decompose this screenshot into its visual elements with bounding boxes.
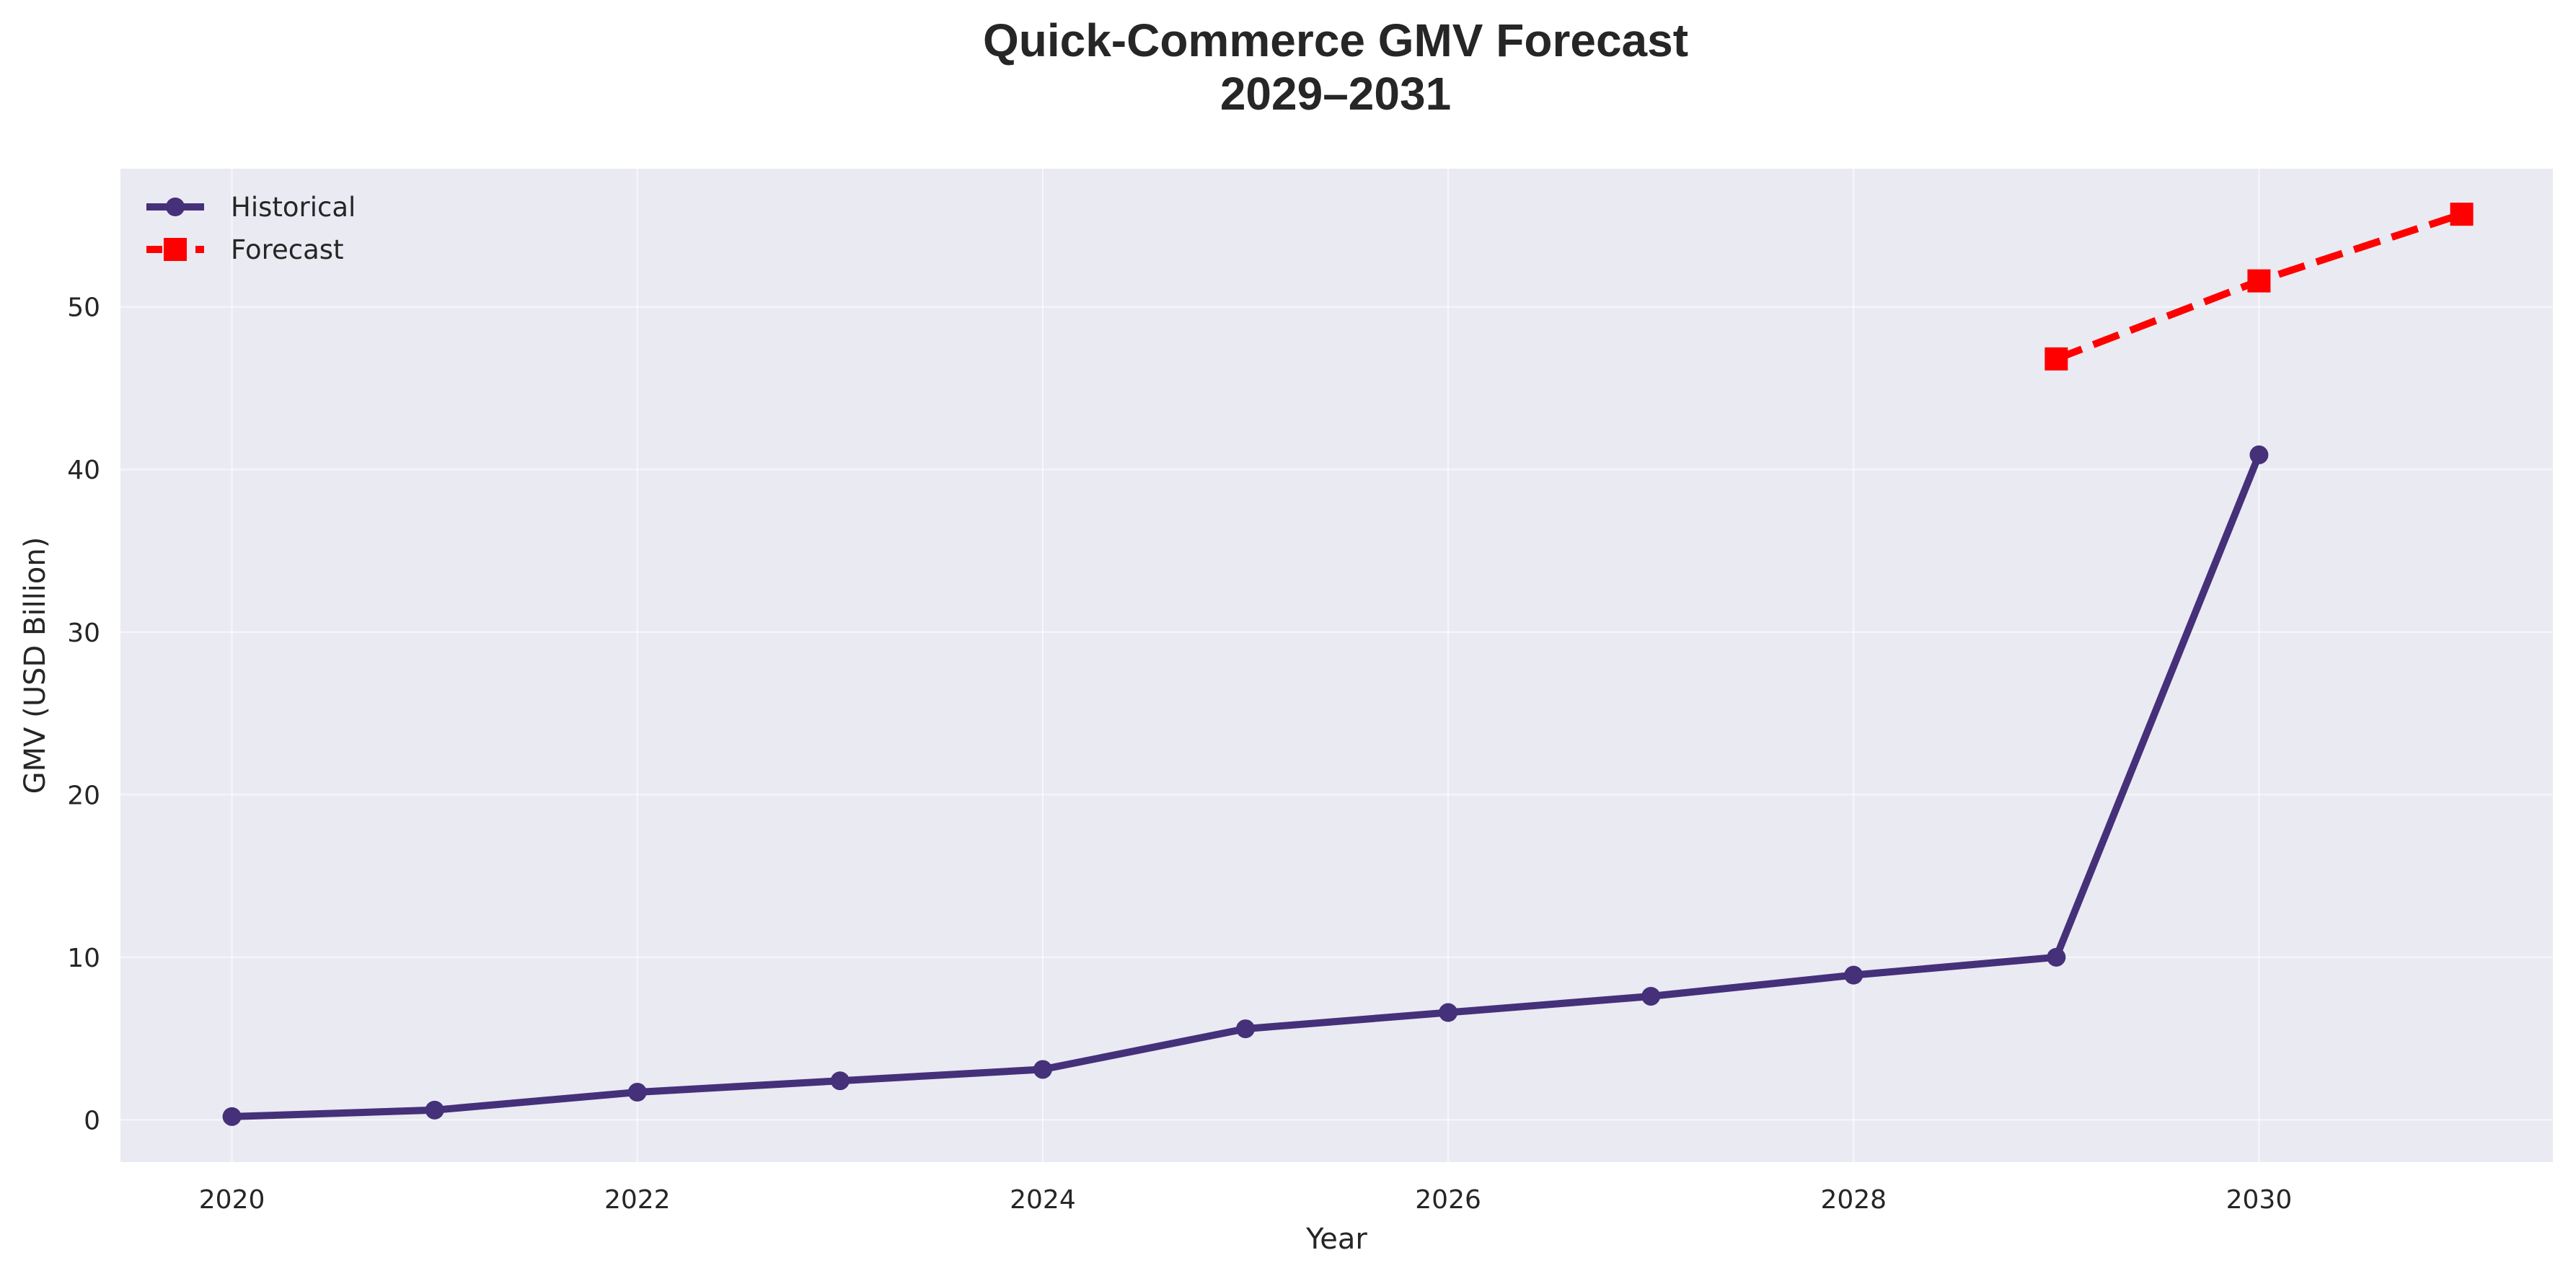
y-tick-label: 50 (67, 293, 100, 323)
data-point (1641, 986, 1661, 1006)
x-tick-label: 2026 (1415, 1185, 1481, 1215)
grid (120, 169, 2553, 1162)
data-point (2045, 347, 2068, 371)
legend-swatch-marker (166, 198, 185, 216)
x-tick-label: 2022 (604, 1185, 671, 1215)
x-tick-label: 2028 (1820, 1185, 1887, 1215)
series-historical (222, 445, 2269, 1126)
y-tick-label: 20 (67, 781, 100, 810)
series-forecast (2045, 203, 2474, 371)
chart-title-line: Quick-Commerce GMV Forecast (983, 14, 1688, 66)
data-point (1033, 1060, 1052, 1079)
data-point (425, 1100, 444, 1120)
data-point (2047, 947, 2066, 967)
series (222, 203, 2474, 1126)
x-tick-label: 2024 (1010, 1185, 1076, 1215)
data-point (2450, 203, 2474, 226)
plot-area (120, 169, 2553, 1162)
data-point (627, 1083, 647, 1102)
data-point (222, 1107, 242, 1126)
legend-label: Historical (231, 192, 356, 223)
y-axis: 0 10 20 30 40 50 (67, 293, 100, 1136)
y-tick-label: 10 (67, 944, 100, 973)
x-axis-label: Year (1305, 1223, 1367, 1256)
chart-title-line: 2029–2031 (1220, 68, 1451, 120)
data-point (830, 1071, 850, 1091)
legend: Historical Forecast (146, 192, 356, 265)
y-axis-label: GMV (USD Billion) (19, 537, 52, 794)
data-point (1236, 1019, 1256, 1039)
legend-label: Forecast (231, 234, 344, 265)
legend-item-historical: Historical (146, 192, 356, 223)
x-axis: 2020 2022 2024 2026 2028 2030 (199, 1185, 2292, 1215)
x-tick-label: 2020 (199, 1185, 265, 1215)
y-tick-label: 0 (84, 1106, 100, 1135)
data-point (2247, 269, 2271, 293)
legend-swatch-marker (164, 238, 187, 261)
y-tick-label: 40 (67, 456, 100, 485)
y-tick-label: 30 (67, 619, 100, 648)
data-point (2249, 445, 2269, 464)
data-point (1439, 1003, 1458, 1022)
x-tick-label: 2030 (2226, 1185, 2293, 1215)
data-point (1844, 965, 1863, 985)
legend-item-forecast: Forecast (146, 234, 344, 265)
